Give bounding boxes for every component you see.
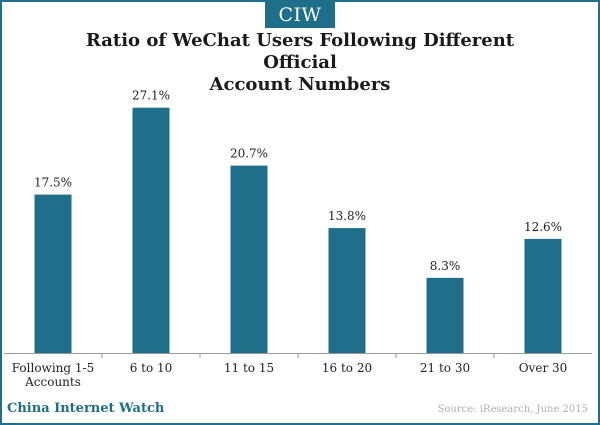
bar-1	[34, 194, 72, 353]
chart-title-line-2: Account Numbers	[209, 74, 391, 95]
bar-6	[524, 238, 562, 353]
data-label-2: 27.1%	[132, 89, 170, 103]
data-label-4: 13.8%	[328, 209, 366, 223]
data-label-1: 17.5%	[34, 176, 72, 190]
ciw-logo: CIW	[265, 2, 335, 28]
category-label-3: 11 to 15	[224, 361, 274, 375]
chart-title-line-1: Ratio of WeChat Users Following Differen…	[85, 30, 515, 73]
source-note: Source: iResearch, June 2015	[437, 404, 588, 415]
category-label-6: Over 30	[519, 361, 568, 375]
chart-title: Ratio of WeChat Users Following Differen…	[60, 30, 540, 96]
brand-name: China Internet Watch	[7, 401, 165, 416]
bar-5	[426, 277, 464, 353]
category-label-4: 16 to 20	[322, 361, 372, 375]
data-label-6: 12.6%	[524, 220, 562, 234]
category-label-2: 6 to 10	[130, 361, 173, 375]
category-label-5: 21 to 30	[420, 361, 470, 375]
category-label-1-line-2: Accounts	[24, 375, 81, 389]
data-label-5: 8.3%	[430, 259, 461, 273]
bar-2	[132, 107, 170, 354]
data-label-3: 20.7%	[230, 147, 268, 161]
bar-4	[328, 228, 366, 353]
category-label-1-line-1: Following 1-5	[12, 361, 94, 375]
bar-3	[230, 165, 268, 353]
